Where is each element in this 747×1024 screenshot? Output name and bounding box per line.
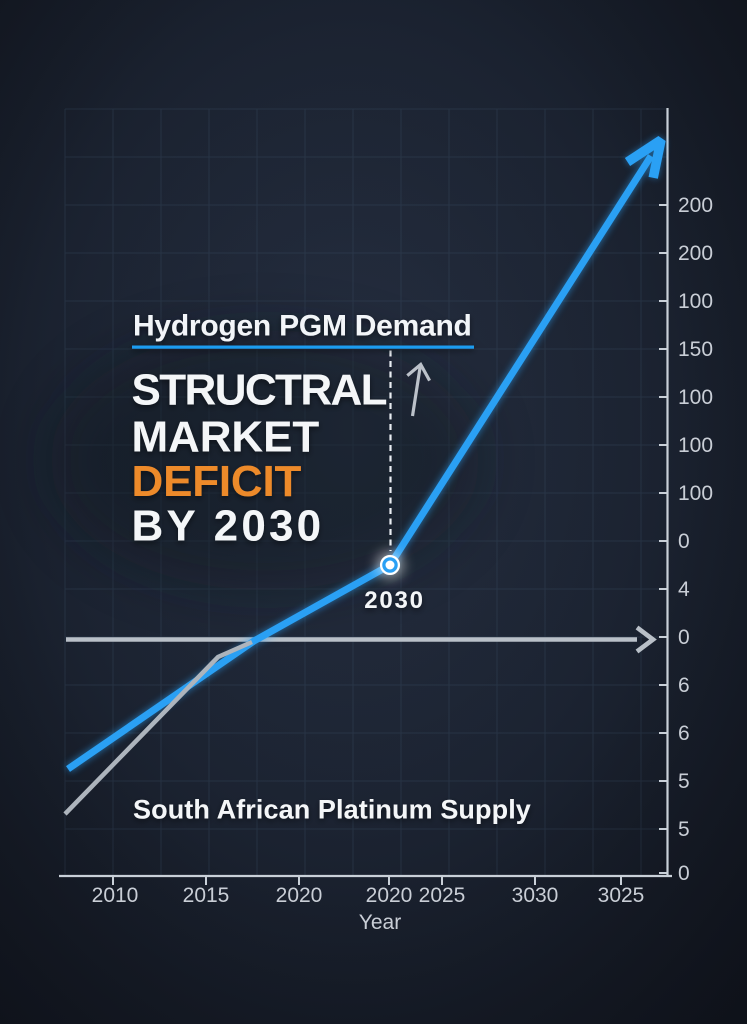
svg-text:0: 0 xyxy=(678,626,690,649)
svg-text:6: 6 xyxy=(678,674,690,697)
svg-text:Hydrogen PGM Demand: Hydrogen PGM Demand xyxy=(133,310,472,343)
svg-text:2015: 2015 xyxy=(183,884,230,907)
svg-text:4: 4 xyxy=(678,578,690,601)
svg-text:2025: 2025 xyxy=(419,884,466,907)
svg-text:0: 0 xyxy=(678,862,690,885)
svg-text:100: 100 xyxy=(678,482,713,505)
svg-text:100: 100 xyxy=(678,290,713,313)
svg-text:200: 200 xyxy=(678,194,713,217)
svg-text:150: 150 xyxy=(678,338,713,361)
svg-text:6: 6 xyxy=(678,722,690,745)
svg-text:2010: 2010 xyxy=(92,884,139,907)
svg-text:200: 200 xyxy=(678,242,713,265)
svg-text:BY 2030: BY 2030 xyxy=(132,501,325,550)
svg-text:100: 100 xyxy=(678,386,713,409)
svg-text:100: 100 xyxy=(678,434,713,457)
svg-text:5: 5 xyxy=(678,770,690,793)
svg-text:0: 0 xyxy=(678,530,690,553)
svg-text:3030: 3030 xyxy=(512,884,559,907)
svg-text:Year: Year xyxy=(359,911,401,934)
svg-text:3025: 3025 xyxy=(598,884,645,907)
svg-text:2020: 2020 xyxy=(366,884,413,907)
svg-text:2020: 2020 xyxy=(276,884,323,907)
svg-text:DEFICIT: DEFICIT xyxy=(132,457,302,506)
svg-text:MARKET: MARKET xyxy=(132,412,320,461)
svg-text:2030: 2030 xyxy=(364,587,425,614)
svg-text:South African Platinum Supply: South African Platinum Supply xyxy=(133,795,531,825)
svg-text:5: 5 xyxy=(678,818,690,841)
svg-text:STRUCTRAL: STRUCTRAL xyxy=(132,366,387,415)
